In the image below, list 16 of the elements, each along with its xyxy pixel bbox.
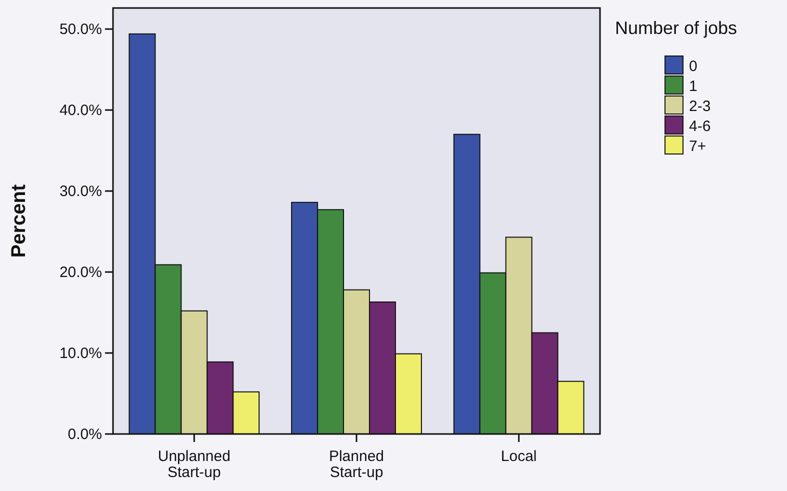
y-tick-label: 0.0%: [68, 426, 102, 443]
x-tick-label: Unplanned Start-up: [158, 448, 230, 481]
y-tick-label: 10.0%: [59, 344, 102, 362]
legend-label: 7+: [689, 138, 706, 155]
legend-label: 1: [689, 78, 698, 95]
x-tick-label: Planned Start-up: [328, 448, 384, 481]
y-axis-title: Percent: [8, 184, 30, 258]
y-tick-label: 30.0%: [59, 182, 102, 200]
y-tick-label: 40.0%: [59, 102, 102, 119]
legend-label: 2-3: [689, 98, 711, 115]
x-tick-label: Local: [500, 448, 537, 465]
y-tick-label: 50.0%: [59, 20, 102, 38]
legend-label: 4-6: [689, 118, 711, 135]
legend-label: 0: [689, 58, 698, 75]
y-tick-label: 20.0%: [59, 264, 102, 281]
legend-title: Number of jobs: [615, 18, 738, 38]
